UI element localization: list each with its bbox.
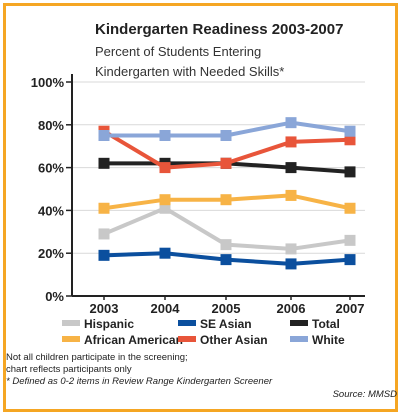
x-tick-label: 2004 xyxy=(151,301,181,316)
y-tick-label: 0% xyxy=(45,289,64,304)
data-point-other-asian xyxy=(220,157,232,169)
legend-swatch-hispanic xyxy=(62,320,80,326)
data-point-other-asian xyxy=(285,136,297,148)
footnote-line1: Not all children participate in the scre… xyxy=(6,352,188,363)
y-tick-label: 20% xyxy=(38,246,64,261)
y-tick-label: 80% xyxy=(38,118,64,133)
legend-label-white: White xyxy=(312,333,345,347)
data-point-hispanic xyxy=(344,234,356,246)
data-point-white xyxy=(344,125,356,137)
data-point-african-american xyxy=(220,194,232,206)
legend-swatch-other-asian xyxy=(178,336,196,342)
chart-subtitle-line2: Kindergarten with Needed Skills* xyxy=(95,64,284,79)
legend-label-se-asian: SE Asian xyxy=(200,317,252,331)
line-chart: Kindergarten Readiness 2003-2007 Percent… xyxy=(31,21,365,347)
series-lines xyxy=(98,117,356,270)
data-point-white xyxy=(98,130,110,141)
x-tick-label: 2006 xyxy=(277,301,306,316)
data-point-se-asian xyxy=(98,249,110,261)
data-point-white xyxy=(220,130,232,141)
data-point-african-american xyxy=(98,202,110,214)
data-point-white xyxy=(159,130,171,141)
legend-swatch-total xyxy=(290,320,308,326)
x-tick-label: 2005 xyxy=(212,301,241,316)
data-point-se-asian xyxy=(220,254,232,266)
data-point-se-asian xyxy=(344,254,356,266)
x-tick-label: 2007 xyxy=(336,301,365,316)
data-point-hispanic xyxy=(159,202,171,214)
chart-frame xyxy=(3,3,398,412)
legend-label-total: Total xyxy=(312,317,340,331)
chart-subtitle-line1: Percent of Students Entering xyxy=(95,44,261,59)
data-point-hispanic xyxy=(285,243,297,255)
legend-swatch-african-american xyxy=(62,336,80,342)
footnote-line2: chart reflects participants only xyxy=(6,364,132,375)
data-point-african-american xyxy=(344,202,356,214)
legend-label-hispanic: Hispanic xyxy=(84,317,134,331)
data-point-african-american xyxy=(285,189,297,201)
legend-swatch-se-asian xyxy=(178,320,196,326)
y-tick-label: 40% xyxy=(38,203,64,218)
chart-title: Kindergarten Readiness 2003-2007 xyxy=(95,21,343,38)
footnote-definition: * Defined as 0-2 items in Review Range K… xyxy=(6,376,273,387)
legend-label-african-american: African American xyxy=(84,333,183,347)
data-point-other-asian xyxy=(344,134,356,146)
y-tick-label: 100% xyxy=(31,75,65,90)
legend: Hispanic SE Asian Total African American Oth… xyxy=(62,317,345,347)
data-point-se-asian xyxy=(285,258,297,270)
source-credit: Source: MMSD xyxy=(332,389,397,400)
y-tick-label: 60% xyxy=(38,161,64,176)
data-point-african-american xyxy=(159,194,171,206)
legend-label-other-asian: Other Asian xyxy=(200,333,268,347)
data-point-total xyxy=(285,162,297,174)
x-tick-label: 2003 xyxy=(90,301,119,316)
data-point-white xyxy=(285,117,297,129)
data-point-hispanic xyxy=(220,239,232,251)
data-point-se-asian xyxy=(159,247,171,259)
data-point-total xyxy=(98,157,110,169)
data-point-hispanic xyxy=(98,228,110,240)
axes: 0% 20% 40% 60% 80% 100% 2003 2004 2005 2006 2007 xyxy=(31,74,365,316)
data-point-other-asian xyxy=(159,162,171,174)
data-point-total xyxy=(344,166,356,178)
legend-swatch-white xyxy=(290,336,308,342)
